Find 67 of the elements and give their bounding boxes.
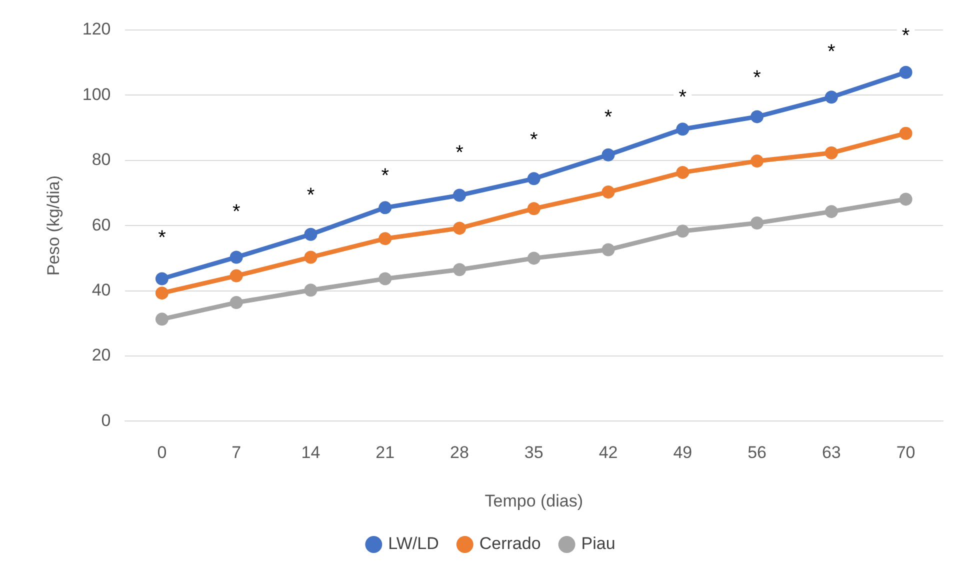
annotation: *: [306, 184, 315, 207]
point: [230, 296, 243, 310]
point: [304, 228, 318, 241]
point: [527, 172, 540, 186]
annotation: *: [456, 142, 464, 164]
annotation: *: [678, 86, 687, 109]
annotation: *: [530, 129, 538, 152]
point: [155, 312, 168, 326]
y-tick-label: 0: [101, 410, 111, 430]
annotation: *: [753, 67, 762, 90]
y-tick-label: 40: [92, 280, 111, 300]
x-tick-label: 56: [748, 443, 766, 462]
annotation: *: [381, 164, 390, 187]
point: [899, 66, 912, 79]
point: [378, 272, 392, 286]
y-tick-label: 100: [82, 84, 111, 104]
y-tick-label: 120: [82, 20, 111, 39]
point: [155, 272, 168, 286]
point: [750, 110, 764, 124]
point: [750, 154, 764, 168]
point: [676, 122, 690, 136]
annotation: *: [828, 41, 836, 64]
x-tick-label: 49: [673, 443, 692, 462]
point: [899, 126, 912, 140]
annotation: *: [158, 226, 166, 249]
point: [452, 222, 466, 235]
y-tick-label: 60: [92, 215, 111, 234]
x-tick-label: 0: [157, 443, 167, 462]
point: [452, 263, 466, 276]
x-tick-label: 35: [524, 443, 544, 462]
annotation: *: [902, 24, 910, 47]
x-tick-label: 14: [301, 443, 320, 462]
y-tick-label: 80: [92, 150, 111, 170]
annotation: *: [604, 106, 612, 128]
x-tick-label: 42: [598, 443, 618, 462]
x-tick-label: 63: [822, 443, 841, 462]
point: [602, 243, 615, 256]
x-tick-label: 7: [232, 443, 242, 462]
point: [676, 166, 690, 179]
point: [378, 201, 392, 214]
x-tick-label: 70: [896, 443, 916, 462]
point: [527, 202, 540, 216]
legend-label: LW/LD: [388, 534, 439, 554]
point: [824, 205, 838, 218]
point: [676, 224, 690, 238]
point: [899, 192, 912, 206]
point: [602, 148, 615, 162]
y-axis-title: Peso (kg/dia): [44, 176, 63, 276]
point: [452, 188, 466, 202]
point: [527, 252, 540, 265]
point: [230, 269, 243, 282]
point: [230, 250, 243, 264]
x-tick-label: 21: [376, 443, 395, 462]
annotation: *: [232, 200, 240, 223]
point: [378, 232, 392, 246]
legend-label: Piau: [581, 534, 616, 554]
point: [824, 90, 838, 104]
x-tick-label: 28: [450, 443, 469, 462]
point: [155, 286, 168, 300]
point: [304, 284, 318, 297]
legend-label: Cerrado: [479, 534, 541, 554]
point: [602, 186, 615, 199]
point: [304, 250, 318, 264]
y-tick-label: 20: [92, 346, 111, 365]
point: [824, 146, 838, 160]
point: [750, 216, 764, 230]
x-axis-title: Tempo (dias): [484, 491, 584, 510]
